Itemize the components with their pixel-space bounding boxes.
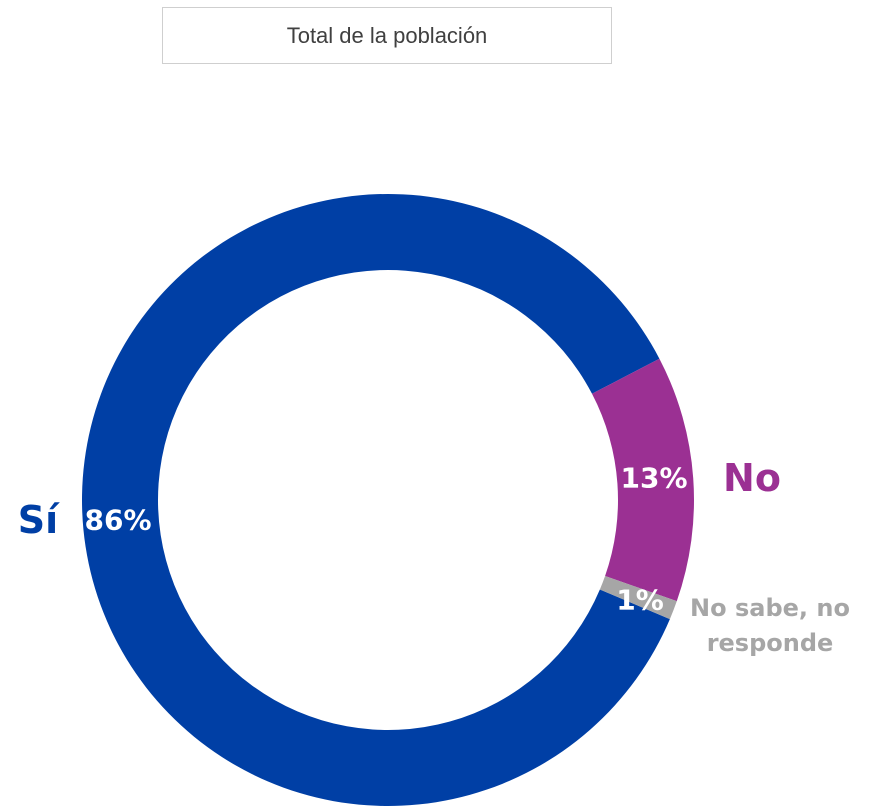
value-label: 86%	[84, 503, 152, 537]
category-label: No	[723, 456, 781, 500]
donut-segment	[599, 576, 677, 620]
value-label: 1%	[616, 583, 664, 617]
chart-title: Total de la población	[162, 7, 612, 64]
donut-segment	[592, 358, 694, 602]
value-label: 13%	[620, 461, 688, 495]
category-label: Sí	[17, 498, 59, 542]
category-label: No sabe, no responde	[690, 594, 850, 657]
donut-segment	[82, 194, 670, 806]
